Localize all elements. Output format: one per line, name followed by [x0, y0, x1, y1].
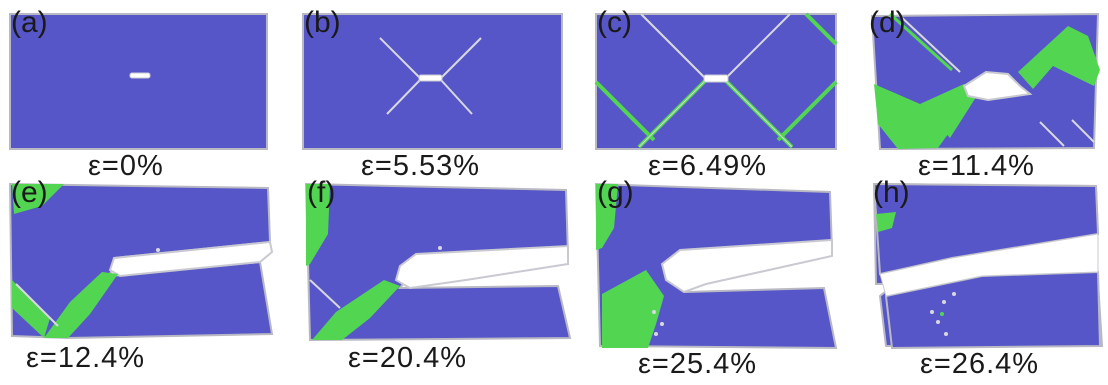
panel-e: (e): [8, 178, 274, 340]
panel-label-e: (e): [11, 176, 48, 209]
panel-c: (c): [594, 8, 838, 150]
panel-label-d: (d): [869, 6, 906, 39]
simulation-snapshot-a: [9, 13, 268, 150]
panel-b: (b): [302, 8, 563, 150]
strain-caption-f: ε=20.4%: [348, 342, 468, 374]
strain-caption-d: ε=11.4%: [918, 150, 1035, 182]
panel-f: (f): [304, 178, 572, 342]
panel-d: (d): [868, 8, 1100, 151]
simulation-snapshot-f: [304, 182, 572, 342]
simulation-snapshot-h: [872, 182, 1104, 350]
strain-caption-g: ε=25.4%: [638, 348, 758, 380]
simulation-snapshot-b: [302, 13, 563, 150]
panel-label-a: (a): [11, 6, 48, 39]
panel-g: (g): [594, 178, 838, 350]
simulation-snapshot-e: [8, 182, 274, 340]
panel-h: (h): [872, 178, 1104, 350]
strain-caption-h: ε=26.4%: [920, 348, 1040, 380]
simulation-snapshot-c: [594, 12, 838, 150]
panel-label-h: (h): [873, 176, 910, 209]
panel-label-b: (b): [304, 6, 341, 39]
simulation-snapshot-g: [594, 182, 838, 350]
simulation-snapshot-d: [870, 12, 1100, 151]
panel-label-c: (c): [597, 6, 632, 39]
strain-caption-e: ε=12.4%: [26, 342, 146, 374]
panel-label-g: (g): [597, 176, 634, 209]
panel-label-f: (f): [307, 176, 336, 209]
strain-caption-a: ε=0%: [88, 150, 164, 182]
strain-caption-b: ε=5.53%: [361, 150, 481, 182]
panel-a: (a): [9, 8, 268, 150]
strain-caption-c: ε=6.49%: [648, 150, 768, 182]
